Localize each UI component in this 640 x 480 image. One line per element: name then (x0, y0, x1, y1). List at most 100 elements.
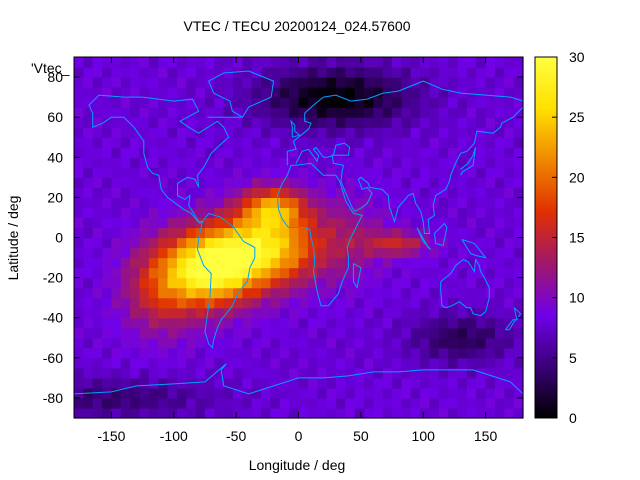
heatmap-cell (74, 327, 84, 339)
heatmap-cell (279, 377, 290, 389)
heatmap-cell (420, 197, 431, 209)
heatmap-cell (92, 117, 103, 128)
heatmap-cell (420, 57, 431, 68)
heatmap-cell (130, 307, 141, 319)
heatmap-cell (92, 257, 103, 269)
heatmap-cell (186, 157, 197, 168)
heatmap-cell (420, 117, 431, 128)
heatmap-cell (158, 377, 169, 389)
heatmap-cell (494, 67, 505, 78)
heatmap-cell (410, 267, 421, 279)
heatmap-cell (148, 217, 159, 229)
heatmap-cell (83, 377, 94, 389)
heatmap-cell (242, 327, 253, 339)
heatmap-cell (270, 137, 281, 148)
heatmap-cell (298, 327, 309, 339)
heatmap-cell (298, 307, 309, 319)
heatmap-cell (233, 247, 243, 259)
heatmap-cell (457, 87, 468, 98)
heatmap-cell (102, 177, 113, 188)
heatmap-cell (466, 117, 477, 128)
heatmap-cell (158, 87, 169, 98)
heatmap-cell (130, 147, 141, 158)
heatmap-cell (448, 267, 459, 279)
heatmap-cell (74, 407, 84, 419)
heatmap-cell (448, 167, 459, 178)
heatmap-cell (214, 57, 225, 68)
heatmap-cell (120, 167, 131, 178)
heatmap-cell (382, 117, 393, 128)
heatmap-cell (466, 307, 477, 319)
heatmap-cell (279, 327, 290, 339)
heatmap-cell (307, 67, 318, 78)
heatmap-cell (111, 267, 122, 279)
heatmap-cell (223, 107, 234, 118)
heatmap-cell (420, 177, 431, 188)
heatmap-cell (363, 57, 374, 68)
heatmap-cell (494, 97, 505, 108)
heatmap-cell (83, 317, 94, 329)
heatmap-cell (457, 277, 468, 289)
heatmap-cell (111, 277, 122, 289)
heatmap-cell (148, 307, 159, 319)
heatmap-cell (261, 387, 272, 399)
heatmap-cell (354, 407, 365, 419)
heatmap-cell (373, 287, 384, 299)
heatmap-cell (158, 247, 169, 259)
heatmap-cell (130, 217, 141, 229)
heatmap-cell (261, 157, 272, 168)
heatmap-cell (401, 57, 412, 68)
heatmap-cell (102, 307, 113, 319)
heatmap-cell (363, 67, 374, 78)
heatmap-cell (83, 167, 94, 178)
heatmap-cell (466, 377, 477, 389)
heatmap-cell (214, 217, 225, 229)
heatmap-cell (214, 327, 225, 339)
heatmap-cell (223, 317, 234, 329)
heatmap-cell (167, 377, 178, 389)
heatmap-cell (233, 347, 243, 359)
heatmap-cell (92, 337, 103, 349)
heatmap-cell (504, 377, 515, 389)
heatmap-cell (392, 337, 402, 349)
heatmap-cell (457, 397, 468, 409)
heatmap-cell (251, 257, 262, 269)
heatmap-cell (438, 67, 449, 78)
heatmap-cell (242, 97, 253, 108)
heatmap-cell (476, 87, 487, 98)
heatmap-cell (429, 197, 440, 209)
heatmap-cell (176, 297, 187, 309)
heatmap-cell (92, 387, 103, 399)
heatmap-cell (74, 187, 84, 198)
heatmap-cell (83, 137, 94, 148)
colorbar-tick-label: 15 (569, 230, 585, 246)
heatmap-cell (373, 87, 384, 98)
heatmap-cell (270, 217, 281, 229)
heatmap-cell (392, 77, 402, 88)
heatmap-cell (111, 67, 122, 78)
heatmap-cell (102, 357, 113, 369)
heatmap-cell (513, 127, 524, 138)
heatmap-cell (251, 297, 262, 309)
heatmap-cell (513, 347, 524, 359)
heatmap-cell (476, 177, 487, 188)
heatmap-cell (270, 367, 281, 379)
heatmap-cell (195, 297, 206, 309)
heatmap-cell (130, 247, 141, 259)
heatmap-cell (476, 127, 487, 138)
heatmap-cell (326, 167, 337, 178)
heatmap-cell (448, 147, 459, 158)
heatmap-cell (326, 367, 337, 379)
heatmap-cell (373, 107, 384, 118)
coastline (286, 80, 524, 166)
heatmap-cell (485, 367, 496, 379)
heatmap-cell (298, 77, 309, 88)
heatmap-cell (494, 327, 505, 339)
heatmap-cell (317, 137, 328, 148)
heatmap-cell (363, 257, 374, 269)
heatmap-cell (167, 317, 178, 329)
coastline (513, 307, 522, 322)
heatmap-cell (513, 307, 524, 319)
heatmap-cell (392, 397, 402, 409)
heatmap-cell (513, 137, 524, 148)
